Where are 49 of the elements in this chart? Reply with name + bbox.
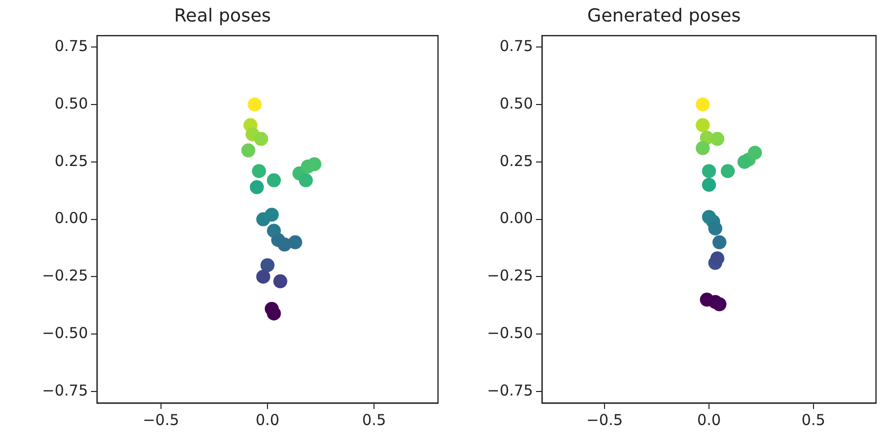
- point: [696, 141, 710, 156]
- point: [250, 180, 264, 194]
- point: [241, 143, 256, 158]
- point: [248, 97, 262, 112]
- x-tick-label: 0.0: [697, 410, 721, 429]
- y-tick-label: 0.50: [500, 94, 533, 112]
- point: [708, 221, 722, 236]
- y-tick-label: −0.75: [487, 381, 533, 400]
- y-tick-label: 0.75: [500, 36, 533, 55]
- point: [712, 235, 726, 250]
- point: [702, 178, 716, 192]
- x-tick-label: 0.5: [362, 410, 386, 429]
- chart-title: Real poses: [174, 5, 271, 26]
- point: [696, 97, 710, 112]
- x-tick-label: −0.5: [586, 410, 623, 429]
- point: [748, 146, 762, 160]
- point: [696, 118, 710, 132]
- y-tick-label: −0.50: [487, 324, 533, 342]
- x-tick-label: −0.5: [142, 410, 180, 429]
- point: [252, 164, 266, 178]
- y-tick-label: 0.25: [500, 152, 533, 170]
- point: [307, 157, 322, 172]
- point: [254, 132, 268, 146]
- point: [710, 251, 724, 266]
- y-tick-label: 0.00: [54, 209, 88, 228]
- y-tick-label: 0.50: [54, 94, 88, 112]
- point: [720, 164, 735, 178]
- x-tick-label: 0.0: [256, 410, 280, 429]
- chart-title: Generated poses: [587, 5, 741, 26]
- point: [273, 274, 288, 288]
- y-tick-label: 0.25: [54, 152, 88, 170]
- y-tick-label: 0.00: [500, 209, 533, 228]
- y-tick-label: −0.25: [42, 266, 88, 285]
- point: [266, 306, 281, 320]
- point: [710, 132, 724, 146]
- point: [712, 297, 726, 312]
- point: [256, 270, 270, 284]
- point: [264, 208, 279, 222]
- point: [737, 154, 752, 169]
- point: [266, 173, 281, 188]
- point: [298, 173, 313, 188]
- point: [260, 258, 274, 272]
- x-tick-label: 0.5: [801, 410, 826, 429]
- y-tick-label: 0.75: [54, 36, 88, 55]
- y-tick-label: −0.75: [42, 381, 88, 400]
- point: [288, 235, 302, 250]
- y-tick-label: −0.50: [42, 324, 88, 342]
- point: [702, 164, 716, 178]
- y-tick-label: −0.25: [487, 266, 533, 285]
